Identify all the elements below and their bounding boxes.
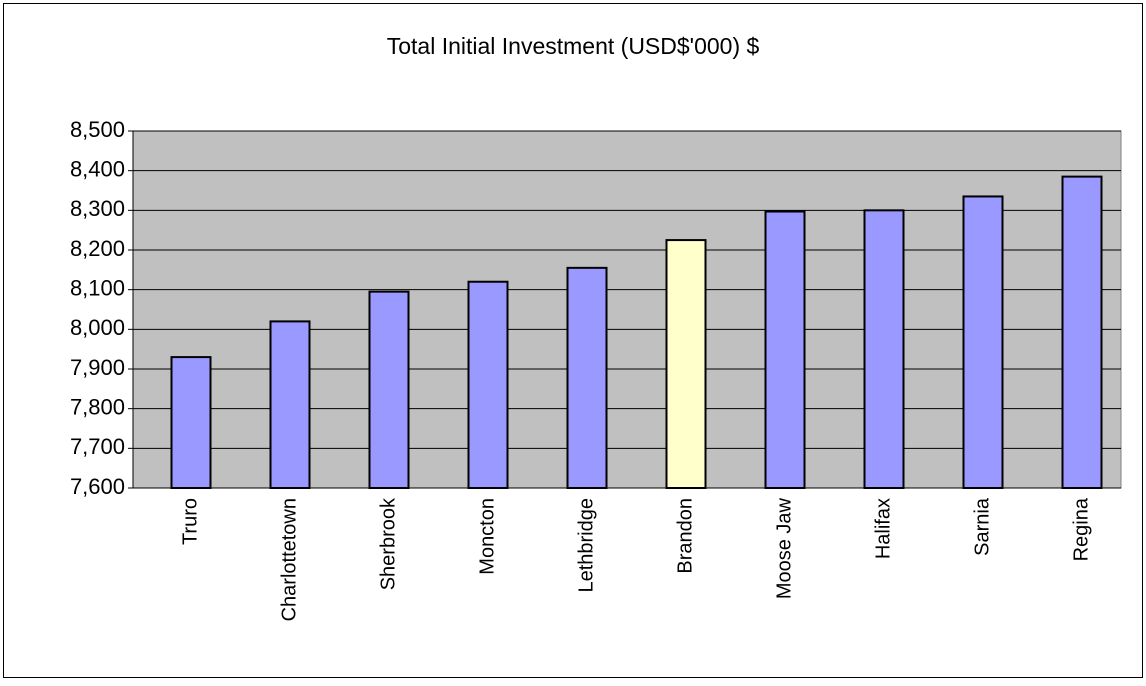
bar [170,356,212,489]
x-tick-label: Truro [179,498,201,545]
bar [566,266,608,489]
chart-title: Total Initial Investment (USD$'000) $ [387,33,760,59]
x-tick-label: Sarnia [971,497,993,556]
bar [368,290,410,489]
y-tick-label: 7,700 [70,434,125,459]
y-tick-label: 8,300 [70,196,125,221]
bar [467,280,509,489]
bar [1061,175,1103,489]
y-tick-label: 8,100 [70,275,125,300]
x-tick-label: Brandon [674,498,696,574]
x-tick-label: Sherbrook [377,497,399,590]
bar [863,209,905,489]
y-tick-label: 7,800 [70,394,125,419]
y-tick-label: 8,400 [70,156,125,181]
y-tick-label: 8,500 [70,117,125,142]
x-tick-label: Moose Jaw [773,497,795,599]
bar [764,210,806,489]
x-tick-label: Moncton [476,498,498,575]
bar [269,320,311,489]
x-tick-label: Halifax [872,498,894,559]
y-tick-label: 7,900 [70,355,125,380]
x-tick-label: Charlottetown [278,498,300,621]
bar [665,239,707,489]
x-tick-label: Regina [1070,497,1092,561]
x-tick-label: Lethbridge [575,498,597,593]
bar [962,195,1004,489]
y-tick-label: 7,600 [70,474,125,499]
y-tick-label: 8,200 [70,236,125,261]
y-tick-label: 8,000 [70,315,125,340]
